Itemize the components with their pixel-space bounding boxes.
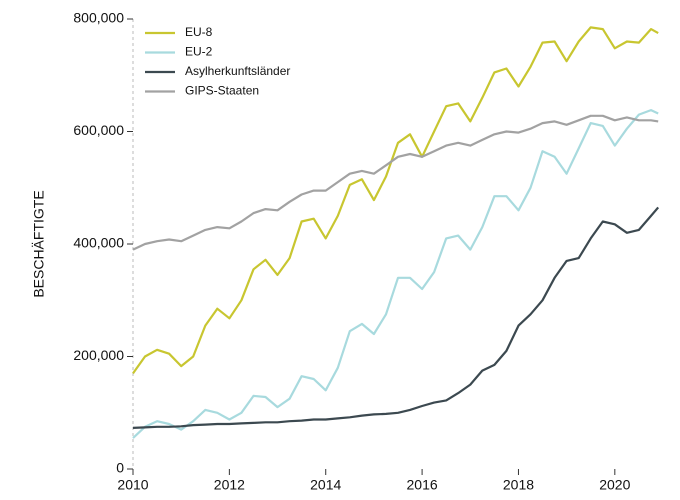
x-tick-label: 2020 — [599, 477, 630, 493]
line-series — [132, 206, 660, 429]
x-tick-label: 2018 — [503, 477, 534, 493]
y-tick-label: 400,000 — [73, 235, 124, 251]
x-tick-label: 2014 — [310, 477, 341, 493]
y-tick-label: 200,000 — [73, 347, 124, 363]
y-tick-label: 800,000 — [73, 10, 124, 26]
y-axis-label: BESCHÄFTIGTE — [31, 190, 47, 297]
legend-label: GIPS-Staaten — [185, 84, 259, 98]
y-tick-label: 0 — [116, 460, 124, 476]
x-tick-label: 2012 — [214, 477, 245, 493]
line-series — [132, 109, 659, 439]
legend-label: EU-2 — [185, 45, 213, 59]
legend-label: EU-8 — [185, 25, 213, 39]
x-tick-label: 2010 — [117, 477, 148, 493]
line-series — [132, 114, 659, 251]
line-series — [132, 26, 659, 375]
x-tick-label: 2016 — [407, 477, 438, 493]
y-tick-label: 600,000 — [73, 122, 124, 138]
legend-label: Asylherkunftsländer — [185, 64, 290, 78]
